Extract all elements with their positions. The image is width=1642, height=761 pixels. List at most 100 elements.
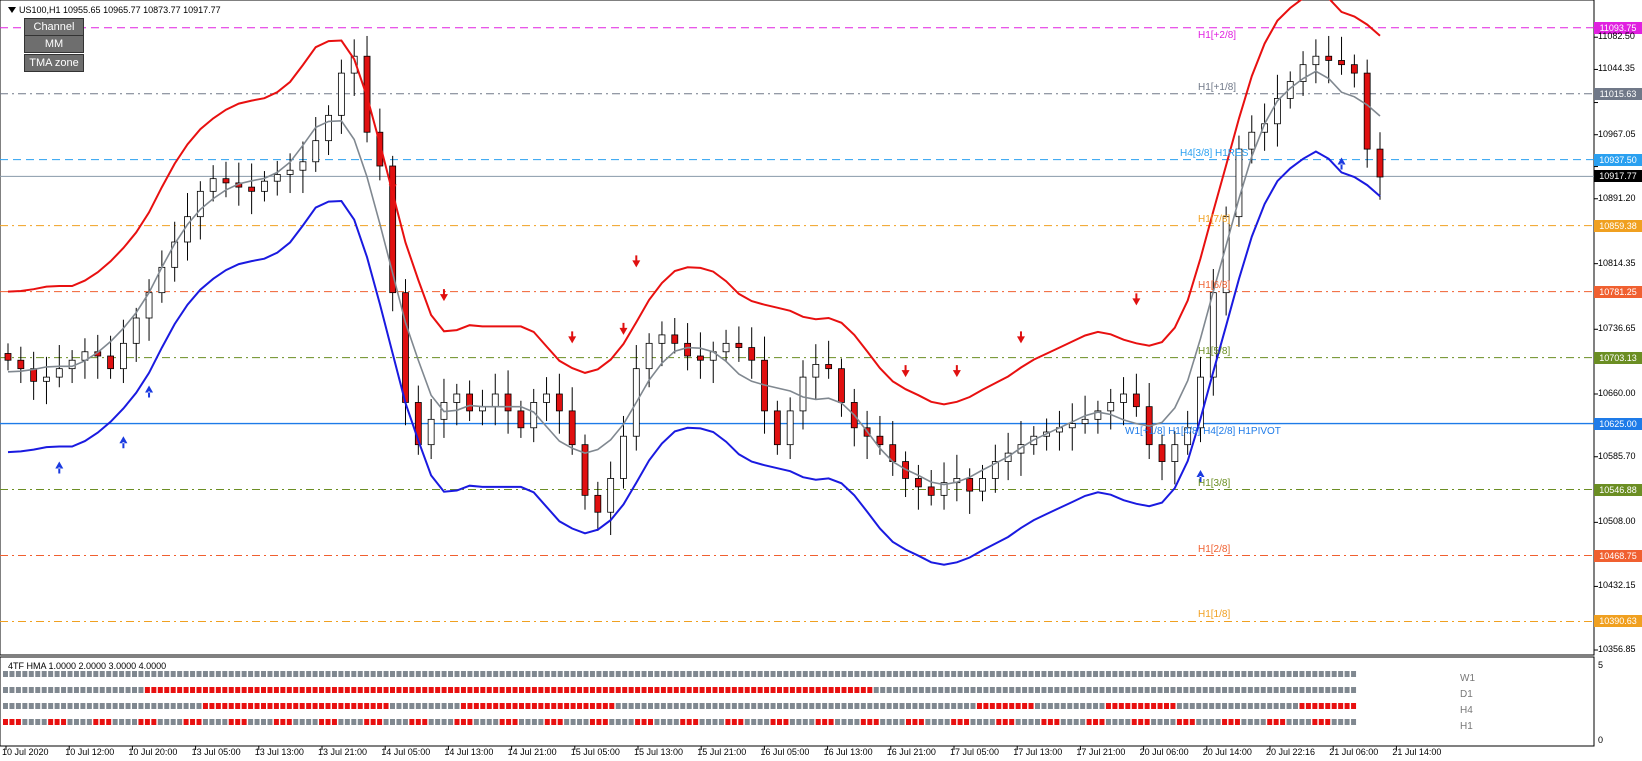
hma-cell bbox=[235, 703, 241, 709]
hma-cell bbox=[73, 671, 79, 677]
hma-cell bbox=[1035, 703, 1040, 709]
hma-cell bbox=[1331, 687, 1337, 693]
hma-cell bbox=[544, 687, 550, 693]
hma-cell bbox=[1060, 703, 1066, 709]
hma-cell bbox=[615, 671, 621, 677]
candle bbox=[1274, 74, 1281, 147]
mm-button[interactable]: MM bbox=[24, 35, 84, 53]
hma-cell bbox=[22, 671, 28, 677]
hma-cell bbox=[1131, 719, 1137, 725]
hma-cell bbox=[54, 671, 60, 677]
hma-cell bbox=[828, 671, 834, 677]
hma-cell bbox=[1344, 671, 1350, 677]
hma-cell bbox=[564, 703, 570, 709]
hma-cell bbox=[1138, 719, 1144, 725]
hma-cell bbox=[699, 687, 705, 693]
hma-cell bbox=[1035, 687, 1040, 693]
hma-cell bbox=[648, 671, 653, 677]
hma-cell bbox=[9, 703, 15, 709]
hma-cell bbox=[867, 703, 873, 709]
hma-cell bbox=[925, 687, 931, 693]
hma-cell bbox=[854, 719, 860, 725]
hma-cell bbox=[860, 671, 866, 677]
hma-cell bbox=[860, 703, 866, 709]
hma-cell bbox=[499, 671, 505, 677]
candle bbox=[389, 155, 397, 312]
hma-cell bbox=[357, 671, 363, 677]
hma-cell bbox=[402, 687, 408, 693]
hma-cell bbox=[1157, 687, 1163, 693]
tma-zone-button[interactable]: TMA zone bbox=[24, 54, 84, 72]
hma-cell bbox=[512, 671, 518, 677]
candle bbox=[94, 334, 102, 379]
hma-cell bbox=[693, 671, 699, 677]
hma-cell bbox=[306, 687, 312, 693]
hma-cell bbox=[190, 671, 196, 677]
candle bbox=[171, 221, 179, 282]
hma-cell bbox=[951, 671, 957, 677]
hma-cell bbox=[1280, 671, 1286, 677]
hma-cell bbox=[789, 687, 795, 693]
hma-cell bbox=[1144, 719, 1150, 725]
hma-cell bbox=[777, 687, 782, 693]
hma-cell bbox=[319, 703, 325, 709]
hma-cell bbox=[867, 671, 873, 677]
hma-cell bbox=[1299, 703, 1305, 709]
hma-cell bbox=[151, 671, 157, 677]
hma-cell bbox=[99, 687, 105, 693]
hma-cell bbox=[996, 703, 1002, 709]
hma-cell bbox=[628, 671, 634, 677]
hma-cell bbox=[254, 703, 260, 709]
hma-cell bbox=[1176, 703, 1182, 709]
hma-cell bbox=[964, 687, 970, 693]
hma-cell bbox=[983, 671, 989, 677]
hma-cell bbox=[396, 703, 402, 709]
hma-cell bbox=[93, 671, 99, 677]
hma-cell bbox=[1325, 687, 1331, 693]
chevron-down-icon bbox=[8, 7, 16, 13]
hma-cell bbox=[164, 671, 170, 677]
hma-cell bbox=[3, 671, 8, 677]
hma-cell bbox=[944, 703, 950, 709]
hma-cell bbox=[570, 687, 576, 693]
candle bbox=[709, 341, 717, 384]
hma-cell bbox=[860, 719, 866, 725]
buy-arrow-icon bbox=[55, 461, 64, 474]
hma-cell bbox=[918, 687, 924, 693]
hma-cell bbox=[73, 719, 79, 725]
hma-cell bbox=[957, 719, 963, 725]
hma-cell bbox=[1183, 671, 1189, 677]
y-tick-label: 10660.00 bbox=[1598, 388, 1636, 398]
candle bbox=[248, 163, 256, 215]
hma-cell bbox=[886, 703, 892, 709]
candle bbox=[1132, 373, 1140, 417]
sell-arrow-icon bbox=[388, 179, 397, 192]
hma-cell bbox=[228, 719, 234, 725]
hma-cell bbox=[712, 719, 718, 725]
hma-cell bbox=[119, 687, 125, 693]
hma-cell bbox=[1047, 719, 1053, 725]
hma-cell bbox=[319, 719, 325, 725]
hma-cell bbox=[796, 719, 802, 725]
hma-cell bbox=[306, 671, 312, 677]
channel-button[interactable]: Channel bbox=[24, 18, 84, 36]
hma-cell bbox=[1125, 703, 1131, 709]
hma-cell bbox=[228, 687, 234, 693]
hma-cell bbox=[377, 719, 383, 725]
hma-cell bbox=[177, 671, 183, 677]
hma-cell bbox=[183, 703, 189, 709]
hma-cell bbox=[751, 719, 757, 725]
hma-cell bbox=[622, 687, 628, 693]
candle bbox=[812, 344, 820, 400]
hma-cell bbox=[1228, 687, 1234, 693]
hma-cell bbox=[1047, 687, 1053, 693]
hma-cell bbox=[519, 703, 524, 709]
hma-cell bbox=[1105, 671, 1111, 677]
level-name: W1[+1/8] H1[4/8] H4[2/8] H1PIVOT bbox=[1125, 425, 1281, 437]
hma-cell bbox=[976, 719, 982, 725]
hma-cell bbox=[28, 719, 34, 725]
hma-cell bbox=[41, 671, 47, 677]
hma-cell bbox=[480, 671, 486, 677]
hma-cell bbox=[390, 671, 395, 677]
